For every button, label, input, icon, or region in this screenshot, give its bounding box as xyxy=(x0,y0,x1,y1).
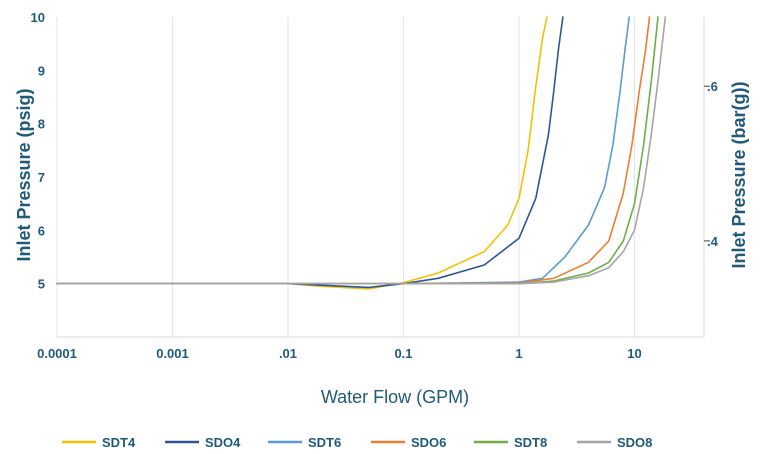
y-tick-label: 10 xyxy=(31,10,45,25)
legend-label: SDO6 xyxy=(411,435,446,450)
x-axis-title: Water Flow (GPM) xyxy=(321,387,469,407)
x-tick-label: 10 xyxy=(627,346,641,361)
legend-label: SDO4 xyxy=(205,435,241,450)
legend-label: SDT4 xyxy=(102,435,136,450)
y-tick-label: 9 xyxy=(38,63,45,78)
y2-axis-title: Inlet Pressure (bar(g)) xyxy=(729,81,749,268)
series-line-sdt6 xyxy=(56,16,631,285)
series-line-sdt8 xyxy=(56,16,659,285)
tick-labels: 0.0001 0.001 .01 0.1 1 10 5 6 7 8 9 10 .4 .6 xyxy=(31,10,719,361)
x-tick-label: 0.0001 xyxy=(37,346,77,361)
y-tick-label: 7 xyxy=(38,170,45,185)
legend-label: SDT6 xyxy=(308,435,341,450)
x-tick-label: 0.001 xyxy=(156,346,189,361)
x-tick-label: 1 xyxy=(515,346,522,361)
x-tick-label: 0.1 xyxy=(394,346,412,361)
legend: SDT4 SDO4 SDT6 SDO6 SDT8 SDO8 xyxy=(62,435,652,450)
legend-label: SDO8 xyxy=(617,435,652,450)
x-tick-label: .01 xyxy=(279,346,297,361)
series-line-sdo6 xyxy=(56,16,651,285)
series-lines xyxy=(56,16,667,290)
series-line-sdt4 xyxy=(56,16,548,290)
y-tick-label: 5 xyxy=(38,277,45,292)
legend-label: SDT8 xyxy=(514,435,547,450)
series-line-sdo4 xyxy=(56,16,564,289)
y-axis-title: Inlet Pressure (psig) xyxy=(14,88,34,261)
y-tick-label: 6 xyxy=(38,223,45,238)
series-line-sdo8 xyxy=(56,16,667,285)
y2-tick-label: .4 xyxy=(707,234,719,249)
y2-tick-label: .6 xyxy=(707,79,718,94)
y-tick-label: 8 xyxy=(38,117,45,132)
axes xyxy=(57,17,705,338)
